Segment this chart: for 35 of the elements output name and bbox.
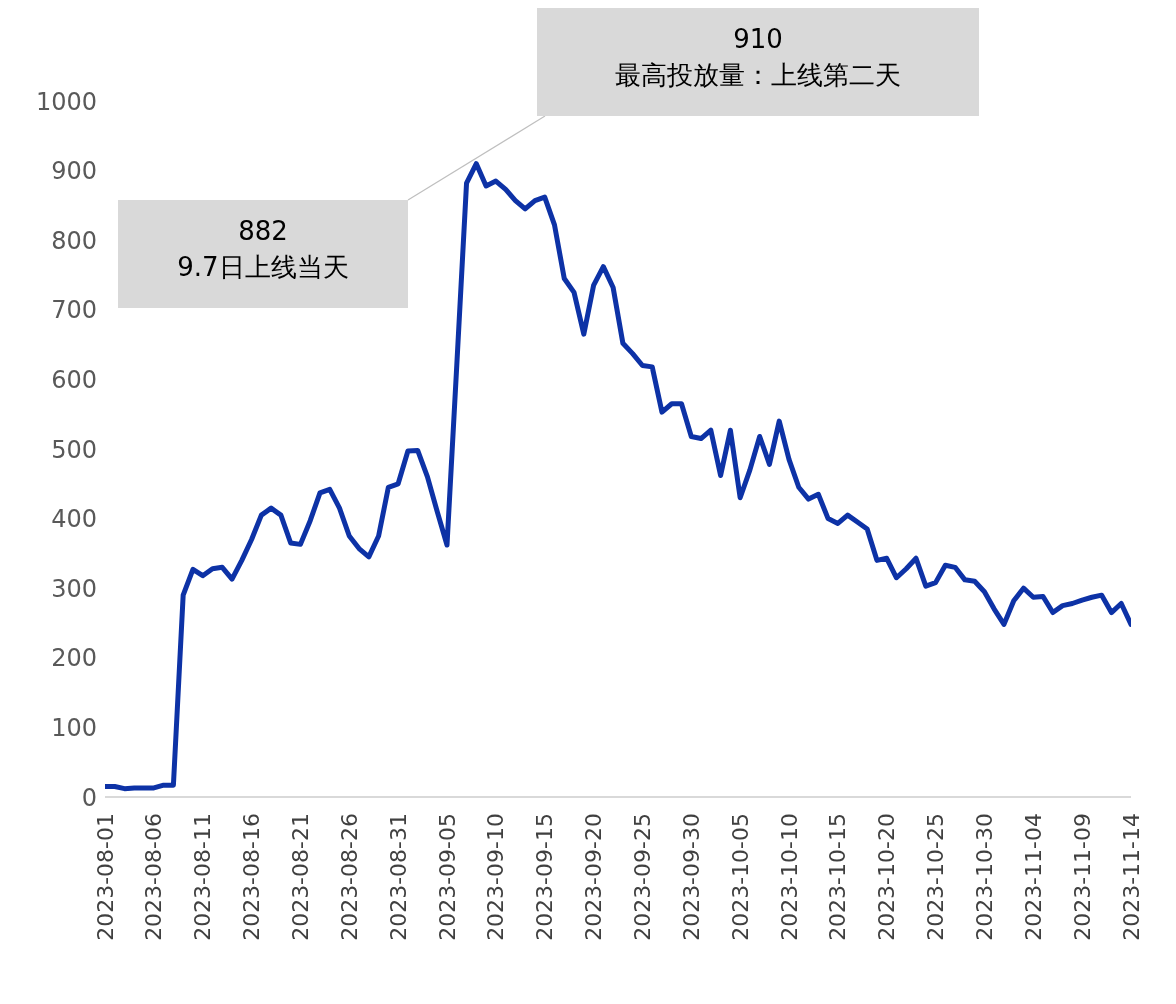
- x-tick-label: 2023-09-05: [434, 813, 460, 941]
- x-tick-label: 2023-08-11: [190, 813, 216, 941]
- y-tick-label: 600: [51, 365, 97, 394]
- y-tick-label: 800: [51, 226, 97, 255]
- y-tick-label: 100: [51, 713, 97, 742]
- y-tick-label: 0: [81, 783, 97, 812]
- x-tick-label: 2023-10-30: [971, 813, 997, 941]
- x-tick-label: 2023-09-20: [581, 813, 607, 941]
- x-tick-label: 2023-08-21: [287, 813, 313, 941]
- x-tick-label: 2023-11-14: [1118, 813, 1144, 941]
- x-tick-label: 2023-09-25: [629, 813, 655, 941]
- x-tick-label: 2023-10-20: [874, 813, 900, 941]
- x-tick-label: 2023-08-06: [141, 813, 167, 941]
- x-tick-label: 2023-10-25: [923, 813, 949, 941]
- x-tick-label: 2023-09-10: [483, 813, 509, 941]
- y-tick-label: 700: [51, 296, 97, 325]
- y-tick-label: 400: [51, 505, 97, 534]
- x-tick-label: 2023-08-31: [385, 813, 411, 941]
- x-tick-label: 2023-10-05: [727, 813, 753, 941]
- y-tick-label: 900: [51, 157, 97, 186]
- y-tick-label: 500: [51, 435, 97, 464]
- y-tick-label: 300: [51, 574, 97, 603]
- x-tick-label: 2023-10-15: [825, 813, 851, 941]
- x-tick-label: 2023-08-16: [239, 813, 265, 941]
- x-tick-label: 2023-09-15: [532, 813, 558, 941]
- x-tick-label: 2023-08-26: [336, 813, 362, 941]
- x-tick-label: 2023-11-04: [1020, 813, 1046, 941]
- x-tick-label: 2023-10-10: [776, 813, 802, 941]
- x-tick-label: 2023-08-01: [92, 813, 118, 941]
- text: 910 最高投放量：上线第二天: [615, 24, 901, 90]
- y-tick-label: 1000: [35, 87, 97, 116]
- x-tick-label: 2023-11-09: [1069, 813, 1095, 941]
- annotation: 882 9.7日上线当天: [177, 216, 349, 282]
- x-tick-label: 2023-09-30: [678, 813, 704, 941]
- y-tick-label: 200: [51, 644, 97, 673]
